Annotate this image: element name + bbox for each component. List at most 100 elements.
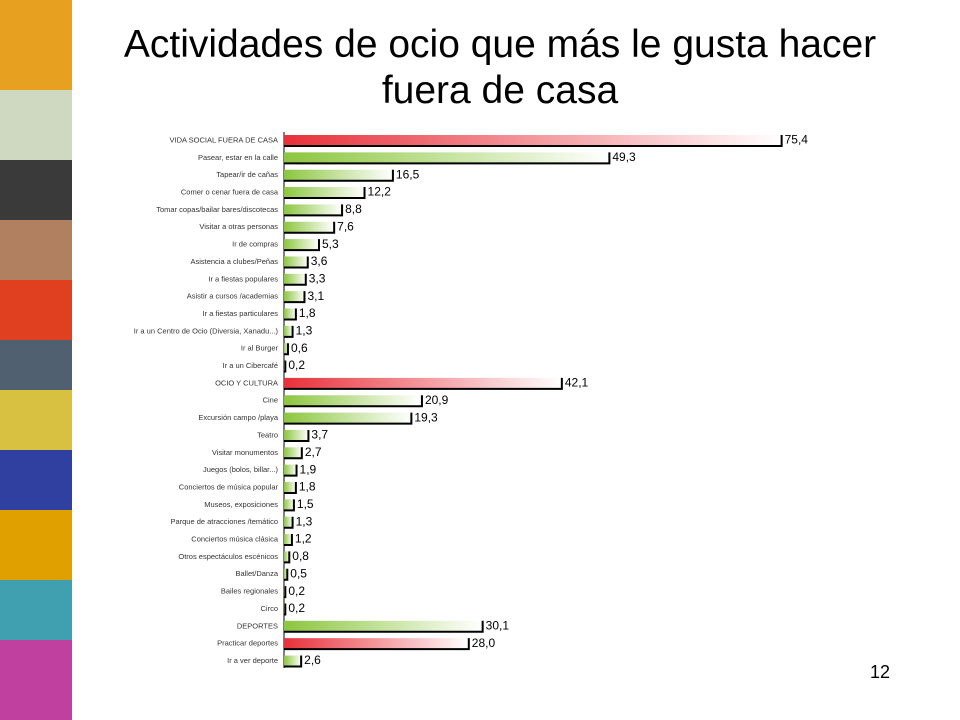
value-label: 3,6	[311, 254, 328, 268]
category-label: Conciertos de música popular	[179, 482, 279, 491]
category-label: Ballet/Danza	[235, 569, 278, 578]
category-label: Visitar a otras personas	[199, 222, 278, 231]
photo-strip	[0, 0, 72, 720]
bar	[284, 534, 292, 546]
bar-edge	[284, 412, 413, 425]
category-label: Teatro	[257, 430, 278, 439]
bar-edge	[284, 586, 287, 599]
bar	[284, 152, 610, 164]
bar	[284, 204, 343, 216]
bar	[284, 377, 562, 389]
category-label: Tapear/ir de cañas	[216, 170, 278, 179]
value-label: 19,3	[414, 410, 438, 424]
category-label: Excursión campo /playa	[198, 413, 278, 422]
bar-edge	[284, 360, 287, 373]
value-label: 0,2	[288, 584, 305, 598]
category-label: Ir de compras	[232, 240, 278, 249]
bar	[284, 239, 319, 251]
bar	[284, 343, 288, 355]
bar-edge	[284, 256, 309, 269]
value-label: 3,3	[309, 271, 326, 285]
category-label: DEPORTES	[237, 621, 278, 630]
value-label: 0,5	[290, 566, 307, 580]
value-label: 0,2	[288, 601, 305, 615]
category-label: Comer o cenar fuera de casa	[181, 188, 279, 197]
bar-edge	[284, 534, 293, 547]
value-label: 0,6	[291, 341, 308, 355]
category-label: Tomar copas/bailar bares/discotecas	[156, 205, 278, 214]
bar	[284, 395, 422, 407]
bar	[284, 429, 309, 441]
category-label: Cine	[263, 396, 278, 405]
bar	[284, 568, 288, 580]
bar	[284, 273, 306, 285]
value-label: 1,8	[299, 306, 316, 320]
bar-edge	[284, 239, 320, 252]
bar-edge	[284, 152, 611, 165]
bar-edge	[284, 291, 306, 304]
value-label: 2,7	[305, 445, 322, 459]
bar-edge	[284, 343, 289, 356]
bar-edge	[284, 429, 310, 442]
value-label: 16,5	[396, 167, 420, 181]
category-label: Juegos (bolos, billar...)	[203, 465, 279, 474]
value-label: 8,8	[345, 202, 362, 216]
bar	[284, 464, 297, 476]
category-label: Bailes regionales	[221, 587, 278, 596]
bar-edge	[284, 204, 344, 217]
bar-edge	[284, 568, 289, 581]
bar	[284, 655, 302, 667]
category-label: Ir a fiestas particulares	[203, 309, 279, 318]
bar-edge	[284, 135, 783, 147]
value-label: 0,8	[292, 549, 309, 563]
value-label: 1,9	[300, 462, 317, 476]
bar	[284, 135, 782, 146]
bar-edge	[284, 482, 297, 494]
bar-edge	[284, 395, 423, 408]
category-label: Museos, exposiciones	[204, 500, 278, 509]
category-label: Asistencia a clubes/Peñas	[190, 257, 278, 266]
category-label: Ir al Burger	[241, 344, 279, 353]
value-label: 3,1	[307, 289, 324, 303]
bar-edge	[284, 655, 303, 668]
bar-edge	[284, 603, 287, 616]
category-label: Parque de atracciones /temático	[170, 517, 278, 526]
bar	[284, 187, 365, 199]
value-label: 42,1	[565, 376, 589, 390]
bar	[284, 482, 296, 493]
bar-edge	[284, 187, 366, 200]
category-label: Asistir a cursos /academias	[187, 292, 279, 301]
bar	[284, 169, 393, 181]
bar	[284, 447, 302, 459]
category-label: Visitar monumentos	[212, 448, 278, 457]
bar	[284, 620, 483, 632]
bar	[284, 221, 335, 233]
bar-edge	[284, 551, 291, 564]
bar-edge	[284, 169, 394, 182]
bar-edge	[284, 377, 563, 390]
chart-title: Actividades de ocio que más le gusta hac…	[123, 23, 877, 112]
category-label: Pasear, estar en la calle	[198, 153, 278, 162]
category-label: Conciertos música clásica	[191, 535, 279, 544]
value-label: 5,3	[322, 237, 339, 251]
bar-edge	[284, 325, 294, 338]
value-label: 7,6	[337, 219, 354, 233]
bar-edge	[284, 447, 303, 460]
value-label: 1,3	[296, 324, 313, 338]
value-label: 2,6	[304, 653, 321, 667]
bar	[284, 256, 308, 268]
value-label: 1,5	[297, 497, 314, 511]
category-label: OCIO Y CULTURA	[215, 378, 278, 387]
page-number: 12	[870, 662, 891, 682]
value-label: 1,2	[295, 532, 312, 546]
category-label: Ir a fiestas populares	[208, 274, 278, 283]
category-label: Otros espectáculos escénicos	[178, 552, 278, 561]
bar	[284, 325, 293, 337]
bar	[284, 638, 469, 650]
value-label: 20,9	[425, 393, 449, 407]
value-label: 1,8	[299, 480, 316, 494]
bar	[284, 499, 294, 511]
bar	[284, 291, 305, 303]
